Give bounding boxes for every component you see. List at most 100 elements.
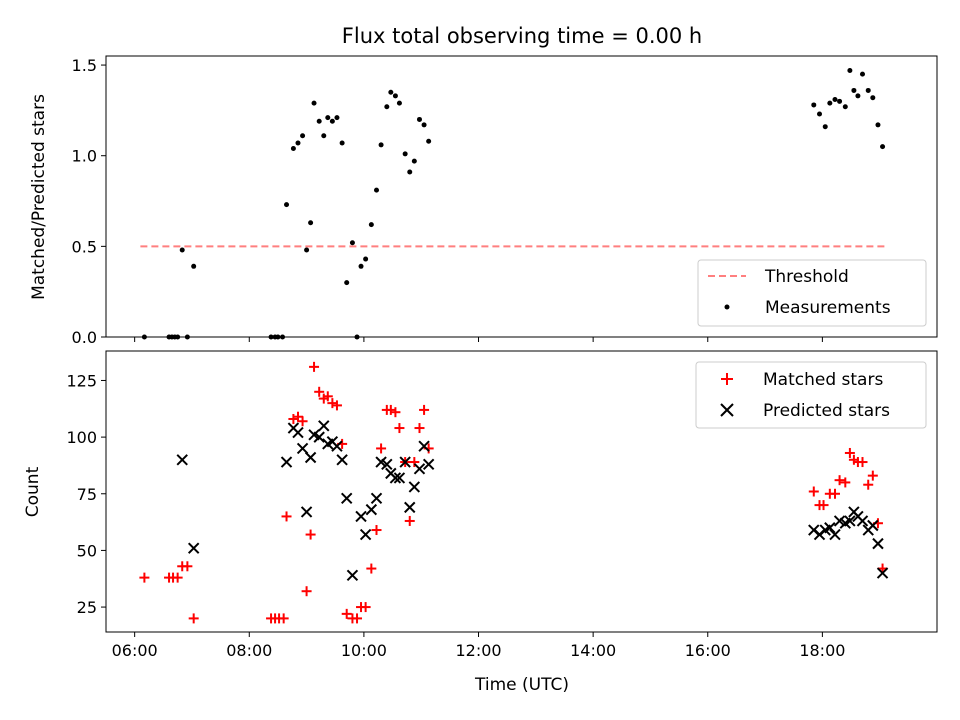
predicted-star-point	[318, 420, 330, 432]
measurement-point	[832, 97, 838, 103]
predicted-star-point	[867, 519, 879, 532]
legend-predicted-label: Predicted stars	[763, 401, 890, 421]
x-axis-label: Time (UTC)	[474, 675, 569, 695]
predicted-star-point	[313, 431, 325, 443]
predicted-star-point	[404, 501, 416, 514]
predicted-star-point	[408, 481, 421, 493]
bottom-y-tick-label: 25	[77, 598, 97, 617]
bottom-y-tick-label: 75	[77, 485, 97, 504]
top-plot-frame	[105, 55, 938, 338]
legend-predicted-swatch	[720, 403, 734, 417]
matched-star-point	[278, 613, 289, 624]
predicted-star-point	[300, 506, 313, 518]
matched-star-point	[385, 404, 396, 415]
measurement-point	[851, 87, 857, 93]
measurement-point	[316, 118, 322, 124]
predicted-star-point	[187, 542, 200, 554]
predicted-star-point	[844, 515, 856, 527]
predicted-star-point	[336, 454, 348, 466]
matched-star-point	[182, 561, 193, 572]
measurement-point	[280, 334, 286, 340]
predicted-star-point	[304, 451, 317, 464]
top-y-tick-label: 0.5	[72, 237, 97, 256]
bottom-panel: Count Time (UTC) 25 50 75 100 125 06:00 08:00 1…	[23, 350, 938, 695]
matched-star-point	[867, 470, 878, 481]
x-tick-label: 18:00	[799, 641, 845, 660]
predicted-star-point	[340, 492, 353, 505]
measurement-point	[311, 100, 317, 106]
measurement-point	[349, 240, 355, 246]
measurement-point	[847, 68, 853, 74]
matched-star-point	[834, 475, 845, 486]
measurement-point	[842, 104, 848, 110]
matched-star-point	[281, 511, 292, 522]
measurement-point	[184, 334, 190, 340]
predicted-star-point	[418, 440, 430, 452]
bottom-y-axis-label: Count	[23, 466, 43, 517]
measurement-point	[290, 145, 296, 151]
measurement-point	[275, 334, 281, 340]
top-legend-box	[697, 259, 927, 327]
matched-star-point	[341, 608, 352, 619]
predicted-star-point	[355, 510, 367, 523]
predicted-star-point	[829, 528, 841, 541]
matched-star-point	[863, 479, 874, 490]
measurement-point	[304, 247, 310, 253]
measurement-point	[880, 144, 886, 150]
measurement-point	[384, 104, 390, 110]
x-tick-label: 14:00	[570, 641, 616, 660]
measurement-point	[308, 220, 314, 226]
predicted-star-point	[381, 458, 393, 471]
predicted-star-point	[393, 472, 406, 484]
predicted-star-point	[292, 426, 304, 439]
matched-star-point	[829, 488, 840, 499]
matched-star-point	[188, 613, 199, 624]
bottom-legend-box	[695, 361, 927, 429]
predicted-star-point	[359, 528, 372, 541]
legend-measurements-label: Measurements	[765, 298, 891, 318]
bottom-legend: Matched stars Predicted stars	[695, 361, 927, 429]
matched-star-point	[419, 404, 430, 415]
bottom-plot-frame	[105, 350, 938, 633]
measurement-point	[344, 280, 350, 286]
matched-star-point	[840, 477, 851, 488]
predicted-star-point	[824, 522, 836, 534]
predicted-star-point	[872, 537, 884, 550]
matched-star-point	[390, 407, 401, 418]
matched-star-point	[371, 525, 382, 536]
top-y-tick-label: 1.0	[72, 147, 97, 166]
matched-star-point	[301, 586, 312, 597]
measurement-point	[402, 151, 408, 157]
matched-star-point	[360, 602, 371, 613]
measurement-point	[817, 111, 823, 117]
matched-star-point	[818, 500, 829, 511]
matched-star-point	[305, 529, 316, 540]
chart-title: Flux total observing time = 0.00 h	[342, 24, 702, 48]
measurement-point	[411, 158, 417, 164]
measurement-point	[354, 334, 360, 340]
measurement-point	[268, 334, 274, 340]
predicted-star-point	[856, 515, 869, 527]
measurement-point	[374, 187, 380, 193]
matched-star-point	[844, 447, 855, 458]
measurement-point	[392, 93, 398, 99]
legend-matched-swatch	[721, 373, 733, 385]
top-legend: Threshold Measurements	[697, 259, 927, 327]
predicted-star-point	[876, 567, 889, 579]
measurement-point	[378, 142, 384, 148]
measurement-point	[368, 222, 374, 228]
bottom-y-tick-label: 50	[77, 541, 97, 560]
matched-star-point	[139, 572, 150, 583]
top-y-axis-label: Matched/Predicted stars	[29, 94, 49, 300]
measurement-point	[295, 140, 301, 146]
matched-star-point	[394, 423, 405, 434]
legend-matched-label: Matched stars	[763, 370, 883, 390]
top-y-tick-label: 0.0	[72, 328, 97, 347]
matched-star-point	[376, 443, 387, 454]
measurement-point	[865, 87, 871, 93]
predicted-star-point	[422, 458, 435, 471]
measurement-point	[416, 116, 422, 122]
matched-star-point	[327, 398, 338, 409]
predicted-star-point	[280, 456, 293, 468]
